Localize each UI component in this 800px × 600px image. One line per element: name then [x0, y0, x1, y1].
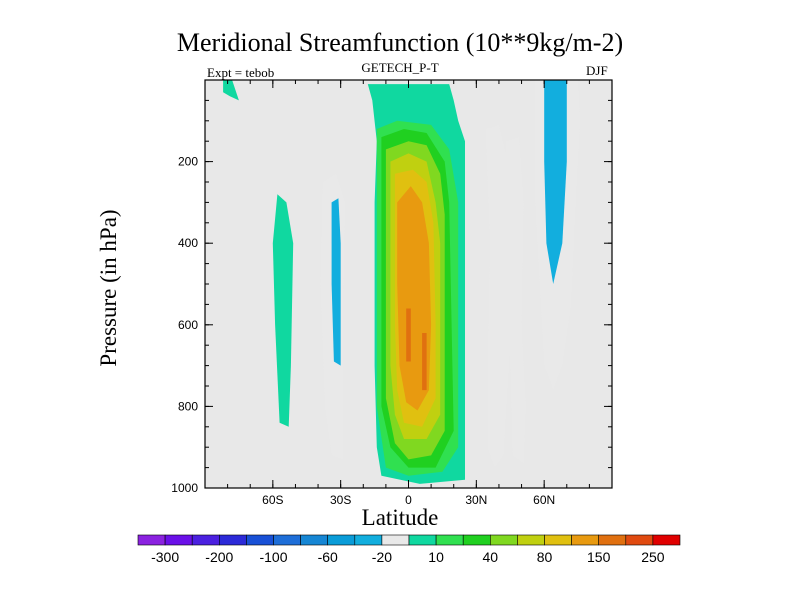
season-label: DJF [586, 63, 608, 78]
contour-region-north-ferrel-negative-b [505, 137, 527, 464]
contour-region-north-polar-negative-20 [544, 80, 567, 284]
colorbar-label: -200 [205, 549, 233, 565]
colorbar-swatch [544, 534, 572, 546]
x-tick-label: 60S [262, 493, 283, 507]
contour-region-north-ferrel-negative-a [485, 124, 511, 468]
x-axis-label: Latitude [361, 505, 439, 530]
y-tick-label: 200 [178, 155, 198, 169]
colorbar-label: -100 [259, 549, 287, 565]
colorbar-label: -300 [151, 549, 179, 565]
colorbar-label: -20 [372, 549, 392, 565]
experiment-label: Expt = tebob [207, 65, 275, 80]
colorbar-swatch [571, 534, 599, 546]
colorbar-label: -60 [318, 549, 338, 565]
colorbar-swatch [137, 534, 166, 546]
colorbar-label: 10 [428, 549, 444, 565]
colorbar-swatch [517, 534, 545, 546]
colorbar-label: 40 [483, 549, 499, 565]
colorbar-swatch [489, 534, 518, 546]
colorbar-swatch [246, 534, 274, 546]
chart-title: Meridional Streamfunction (10**9kg/m-2) [176, 28, 624, 57]
colorbar-swatch [381, 534, 410, 546]
colorbar-swatch [652, 534, 681, 546]
contour-region-north-plume-positive [404, 88, 436, 125]
contour-region-south-polar-positive [272, 194, 294, 427]
y-tick-label: 400 [178, 236, 198, 250]
colorbar-swatch [435, 534, 464, 546]
colorbar-swatch [164, 534, 193, 546]
contour-region-hadley-cell-200b [422, 333, 427, 391]
contour-region-hadley-cell-200a [406, 308, 411, 362]
x-tick-label: 30N [465, 493, 487, 507]
colorbar-swatch [273, 534, 301, 546]
dataset-label: GETECH_P-T [361, 60, 439, 75]
colorbar-swatch [327, 534, 356, 546]
y-tick-label: 600 [178, 318, 198, 332]
colorbar-swatch [191, 534, 220, 546]
colorbar-label: 80 [537, 549, 553, 565]
colorbar-swatch [354, 534, 383, 546]
colorbar-swatch [219, 534, 247, 546]
y-tick-label: 1000 [171, 481, 198, 495]
colorbar-swatch [300, 534, 329, 546]
colorbar-swatch [598, 534, 627, 546]
colorbar-swatch [462, 534, 491, 546]
y-tick-label: 800 [178, 399, 198, 413]
colorbar-label: 150 [587, 549, 611, 565]
contour-region-south-ferrel-20 [331, 198, 341, 366]
colorbar-swatch [408, 534, 437, 546]
contour-region-north-polar-top-positive [223, 80, 242, 117]
x-tick-label: 60N [533, 493, 555, 507]
colorbar-label: 250 [641, 549, 665, 565]
colorbar-swatch [625, 534, 654, 546]
x-tick-label: 30S [330, 493, 351, 507]
x-tick-label: 0 [405, 493, 412, 507]
